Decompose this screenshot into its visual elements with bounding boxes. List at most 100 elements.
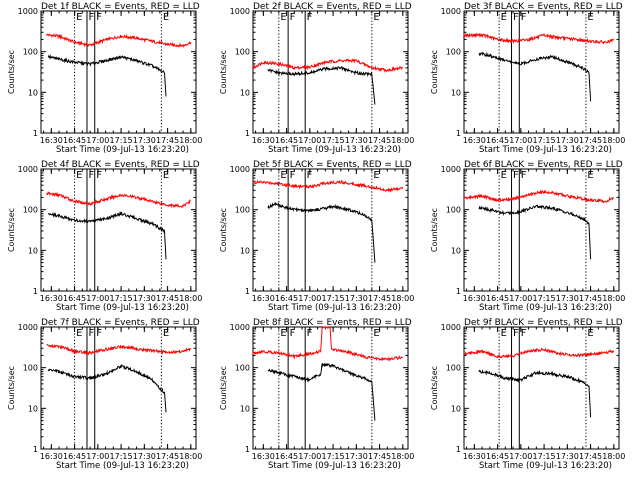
y-axis-label: Counts/sec [7, 50, 16, 94]
x-tick-label: 17:15 [110, 294, 133, 303]
panel-title: Det 8f BLACK = Events, RED = LLD [253, 318, 412, 328]
x-tick-label: 17:00 [298, 136, 321, 145]
x-tick-label: 17:00 [509, 136, 532, 145]
events-series-line [478, 204, 592, 260]
y-tick-label: 1 [245, 445, 250, 454]
events-series-line [47, 54, 167, 97]
x-tick-label: 17:30 [345, 136, 368, 145]
y-tick-label: 10 [28, 246, 38, 255]
marker-label: E [373, 170, 379, 181]
x-tick-label: 17:15 [110, 452, 133, 461]
y-tick-label: 1 [456, 445, 461, 454]
x-tick-label: 16:45 [63, 294, 86, 303]
x-tick-label: 16:45 [275, 136, 298, 145]
y-tick-label: 1000 [18, 165, 38, 174]
y-tick-label: 10 [451, 404, 461, 413]
x-tick-label: 18:00 [391, 294, 414, 303]
y-tick-label: 1000 [230, 7, 250, 16]
lld-series-line [46, 191, 191, 209]
marker-label: F [290, 328, 296, 339]
x-tick-label: 17:30 [345, 452, 368, 461]
y-tick-label: 1 [245, 287, 250, 296]
x-tick-label: 17:30 [556, 294, 579, 303]
x-tick-label: 17:45 [368, 294, 391, 303]
x-tick-label: 16:45 [63, 136, 86, 145]
x-tick-label: 16:30 [40, 294, 63, 303]
marker-label: F [307, 170, 313, 181]
y-tick-label: 10 [240, 88, 250, 97]
detector-panel: Det 1f BLACK = Events, RED = LLD 1 10 100 10… [7, 2, 202, 155]
y-axis-label: Counts/sec [219, 366, 228, 410]
marker-label: E [587, 12, 593, 23]
y-axis-label: Counts/sec [430, 50, 439, 94]
marker-label: E [501, 170, 507, 181]
panel-title: Det 7f BLACK = Events, RED = LLD [41, 318, 200, 328]
marker-label: E [373, 12, 379, 23]
marker-label: F [290, 170, 296, 181]
marker-label: F [521, 12, 527, 23]
marker-label: E [163, 12, 169, 23]
y-tick-label: 1000 [230, 165, 250, 174]
marker-label: F [96, 170, 102, 181]
x-tick-label: 17:45 [368, 452, 391, 461]
y-tick-label: 1 [245, 129, 250, 138]
y-tick-label: 10 [240, 246, 250, 255]
y-tick-label: 100 [235, 364, 250, 373]
x-tick-label: 16:30 [463, 294, 486, 303]
y-tick-label: 1000 [441, 323, 461, 332]
y-axis-label: Counts/sec [7, 366, 16, 410]
x-tick-label: 17:45 [579, 136, 602, 145]
marker-label: E [76, 170, 82, 181]
lld-series-line [463, 32, 615, 45]
marker-label: E [587, 328, 593, 339]
x-tick-label: 17:45 [579, 452, 602, 461]
panel-title: Det 2f BLACK = Events, RED = LLD [253, 2, 412, 12]
events-series-line [47, 363, 167, 413]
x-tick-label: 17:15 [322, 452, 345, 461]
x-tick-label: 17:15 [322, 136, 345, 145]
x-axis-label: Start Time (09-Jul-13 16:23:20) [56, 145, 189, 155]
lld-series-line [252, 179, 404, 193]
marker-label: E [587, 170, 593, 181]
y-tick-label: 100 [23, 48, 38, 57]
y-tick-label: 100 [446, 206, 461, 215]
y-tick-label: 1 [33, 129, 38, 138]
x-axis-label: Start Time (09-Jul-13 16:23:20) [56, 303, 189, 313]
marker-label: E [501, 12, 507, 23]
x-axis-label: Start Time (09-Jul-13 16:23:20) [268, 303, 401, 313]
y-tick-label: 10 [451, 246, 461, 255]
y-tick-label: 1000 [18, 323, 38, 332]
lld-series-line [463, 189, 615, 204]
y-axis-label: Counts/sec [430, 366, 439, 410]
plot-frame [252, 168, 409, 292]
x-tick-label: 18:00 [179, 136, 202, 145]
x-tick-label: 18:00 [179, 452, 202, 461]
marker-label: E [373, 328, 379, 339]
x-tick-label: 18:00 [391, 136, 414, 145]
detector-panel: Det 4f BLACK = Events, RED = LLD 1 10 100 10… [7, 160, 202, 313]
x-tick-label: 16:30 [40, 452, 63, 461]
x-tick-label: 18:00 [179, 294, 202, 303]
marker-label: E [163, 170, 169, 181]
y-tick-label: 1 [33, 445, 38, 454]
x-tick-label: 16:45 [63, 452, 86, 461]
x-tick-label: 17:30 [556, 136, 579, 145]
y-tick-label: 10 [240, 404, 250, 413]
x-tick-label: 17:30 [133, 452, 156, 461]
x-tick-label: 17:45 [156, 294, 179, 303]
x-tick-label: 17:00 [509, 452, 532, 461]
plot-frame [252, 326, 409, 450]
plot-frame [463, 326, 620, 450]
detector-panel: Det 6f BLACK = Events, RED = LLD 1 10 100 10… [430, 160, 625, 313]
detector-panel: Det 5f BLACK = Events, RED = LLD 1 10 100 10… [219, 160, 414, 313]
x-tick-label: 17:00 [86, 136, 109, 145]
plot-frame [252, 10, 409, 134]
y-tick-label: 100 [23, 206, 38, 215]
detector-panel: Det 7f BLACK = Events, RED = LLD 1 10 100 10… [7, 318, 202, 471]
lld-series-line [46, 33, 192, 48]
marker-label: E [76, 328, 82, 339]
marker-label: F [290, 12, 296, 23]
y-tick-label: 100 [235, 206, 250, 215]
plot-frame [463, 168, 620, 292]
